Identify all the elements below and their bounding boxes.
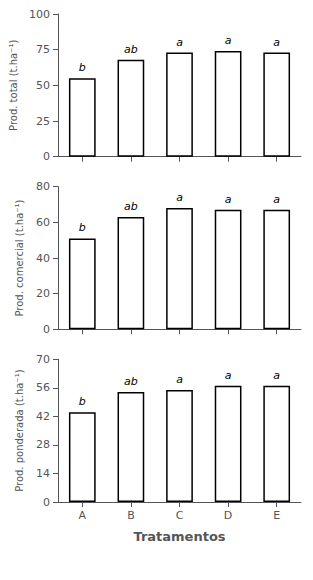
svg-text:a: a [225,369,232,382]
svg-text:ab: ab [124,200,138,213]
svg-text:b: b [79,61,86,74]
svg-text:70: 70 [36,353,50,366]
svg-text:a: a [176,373,183,386]
svg-text:D: D [224,509,232,522]
svg-text:Prod. ponderada (t.ha⁻¹): Prod. ponderada (t.ha⁻¹) [14,369,25,492]
svg-text:100: 100 [29,8,50,21]
svg-text:28: 28 [36,438,50,451]
svg-text:a: a [273,36,280,49]
svg-text:B: B [127,509,135,522]
svg-text:E: E [273,509,280,522]
svg-text:a: a [176,191,183,204]
svg-text:0: 0 [43,496,50,509]
svg-text:25: 25 [36,115,50,128]
svg-text:42: 42 [36,410,50,423]
svg-text:a: a [225,34,232,47]
svg-text:Prod. total (t.ha⁻¹): Prod. total (t.ha⁻¹) [8,40,19,131]
svg-text:0: 0 [43,150,50,163]
svg-text:ab: ab [124,375,138,388]
svg-text:50: 50 [36,79,50,92]
svg-text:60: 60 [36,216,50,229]
svg-text:40: 40 [36,252,50,265]
svg-text:0: 0 [43,323,50,336]
svg-text:75: 75 [36,43,50,56]
svg-text:A: A [79,509,87,522]
svg-text:b: b [79,395,86,408]
svg-text:14: 14 [36,467,50,480]
svg-text:Tratamentos: Tratamentos [133,529,225,544]
svg-text:C: C [176,509,184,522]
svg-text:56: 56 [36,381,50,394]
svg-text:b: b [79,221,86,234]
svg-text:a: a [273,369,280,382]
svg-text:80: 80 [36,180,50,193]
svg-text:a: a [176,36,183,49]
svg-text:20: 20 [36,287,50,300]
svg-text:ab: ab [124,43,138,56]
svg-text:a: a [273,193,280,206]
svg-text:Prod. comercial (t.ha⁻¹): Prod. comercial (t.ha⁻¹) [14,199,25,316]
svg-text:a: a [225,193,232,206]
